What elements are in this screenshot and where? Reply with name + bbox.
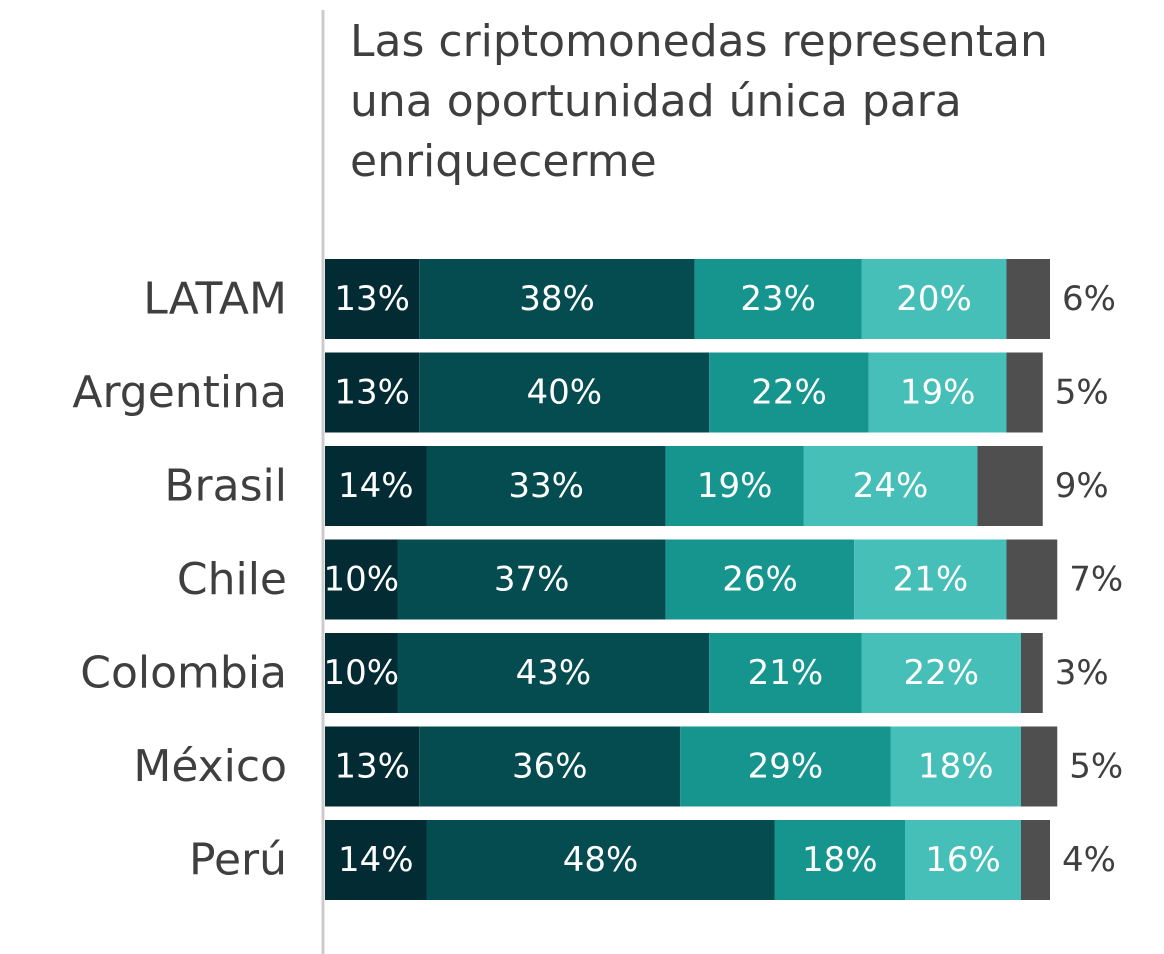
category-label: México xyxy=(133,741,287,792)
bar-segment xyxy=(426,446,666,526)
value-label: 13% xyxy=(334,373,410,413)
category-label: LATAM xyxy=(143,274,287,325)
bar-segment xyxy=(905,820,1021,900)
value-label: 14% xyxy=(338,840,414,880)
bar-segment xyxy=(861,259,1007,339)
bar-segment xyxy=(1006,259,1050,339)
chart-title: Las criptomonedas representan una oportu… xyxy=(350,16,1048,187)
value-label: 10% xyxy=(323,653,399,693)
bar-segment xyxy=(419,352,710,433)
bar-segment xyxy=(325,726,420,807)
bar-segment xyxy=(665,539,855,620)
bar-segment xyxy=(854,539,1007,620)
bar-segment xyxy=(861,633,1021,713)
value-label: 16% xyxy=(925,840,1001,880)
value-label: 18% xyxy=(802,840,878,880)
value-label: 38% xyxy=(519,279,595,319)
bar-segment xyxy=(890,726,1021,807)
bar-segment xyxy=(419,726,681,807)
bar-segment xyxy=(680,726,891,807)
value-label: 9% xyxy=(1055,466,1109,506)
value-label: 20% xyxy=(896,279,972,319)
bar-segment xyxy=(1021,820,1050,900)
bar-segment xyxy=(1021,633,1043,713)
value-label: 36% xyxy=(512,747,588,787)
value-label: 13% xyxy=(334,279,410,319)
bar-segment xyxy=(426,820,775,900)
bar-segment xyxy=(1006,539,1058,620)
value-label: 19% xyxy=(697,466,773,506)
value-label: 18% xyxy=(918,747,994,787)
value-label: 22% xyxy=(903,653,979,693)
value-label: 37% xyxy=(494,560,570,600)
bar-segment xyxy=(803,446,978,526)
value-label: 21% xyxy=(748,653,824,693)
bar-segment xyxy=(325,352,420,433)
bar-segment xyxy=(325,633,398,713)
value-label: 21% xyxy=(893,560,969,600)
value-label: 40% xyxy=(526,373,602,413)
value-label: 24% xyxy=(853,466,929,506)
category-label: Chile xyxy=(177,554,287,605)
value-label: 22% xyxy=(751,373,827,413)
value-label: 6% xyxy=(1062,279,1116,319)
bar-segment xyxy=(709,352,869,433)
bar-segment xyxy=(665,446,804,526)
value-label: 48% xyxy=(563,840,639,880)
value-label: 43% xyxy=(516,653,592,693)
bar-segment xyxy=(694,259,862,339)
value-label: 19% xyxy=(900,373,976,413)
value-label: 7% xyxy=(1069,560,1123,600)
category-label: Brasil xyxy=(164,461,287,512)
bar-segment xyxy=(419,259,695,339)
value-label: 23% xyxy=(740,279,816,319)
value-label: 5% xyxy=(1055,373,1109,413)
bar-segment xyxy=(325,446,427,526)
bar-segment xyxy=(1021,726,1058,807)
value-label: 29% xyxy=(748,747,824,787)
value-label: 4% xyxy=(1062,840,1116,880)
bar-segment xyxy=(397,633,710,713)
bar-segment xyxy=(325,820,427,900)
value-label: 26% xyxy=(722,560,798,600)
bar-segment xyxy=(325,259,420,339)
value-label: 33% xyxy=(508,466,584,506)
bar-segment xyxy=(1006,352,1043,433)
bar-segment xyxy=(325,539,398,620)
bar-segment xyxy=(774,820,905,900)
value-label: 14% xyxy=(338,466,414,506)
bar-segment xyxy=(977,446,1043,526)
value-label: 5% xyxy=(1069,747,1123,787)
bar-segment xyxy=(709,633,862,713)
value-label: 10% xyxy=(323,560,399,600)
category-label: Colombia xyxy=(80,648,287,699)
value-label: 3% xyxy=(1055,653,1109,693)
category-label: Argentina xyxy=(72,367,287,418)
bar-segment xyxy=(868,352,1007,433)
bar-segment xyxy=(397,539,666,620)
category-label: Perú xyxy=(189,835,287,886)
value-label: 13% xyxy=(334,747,410,787)
